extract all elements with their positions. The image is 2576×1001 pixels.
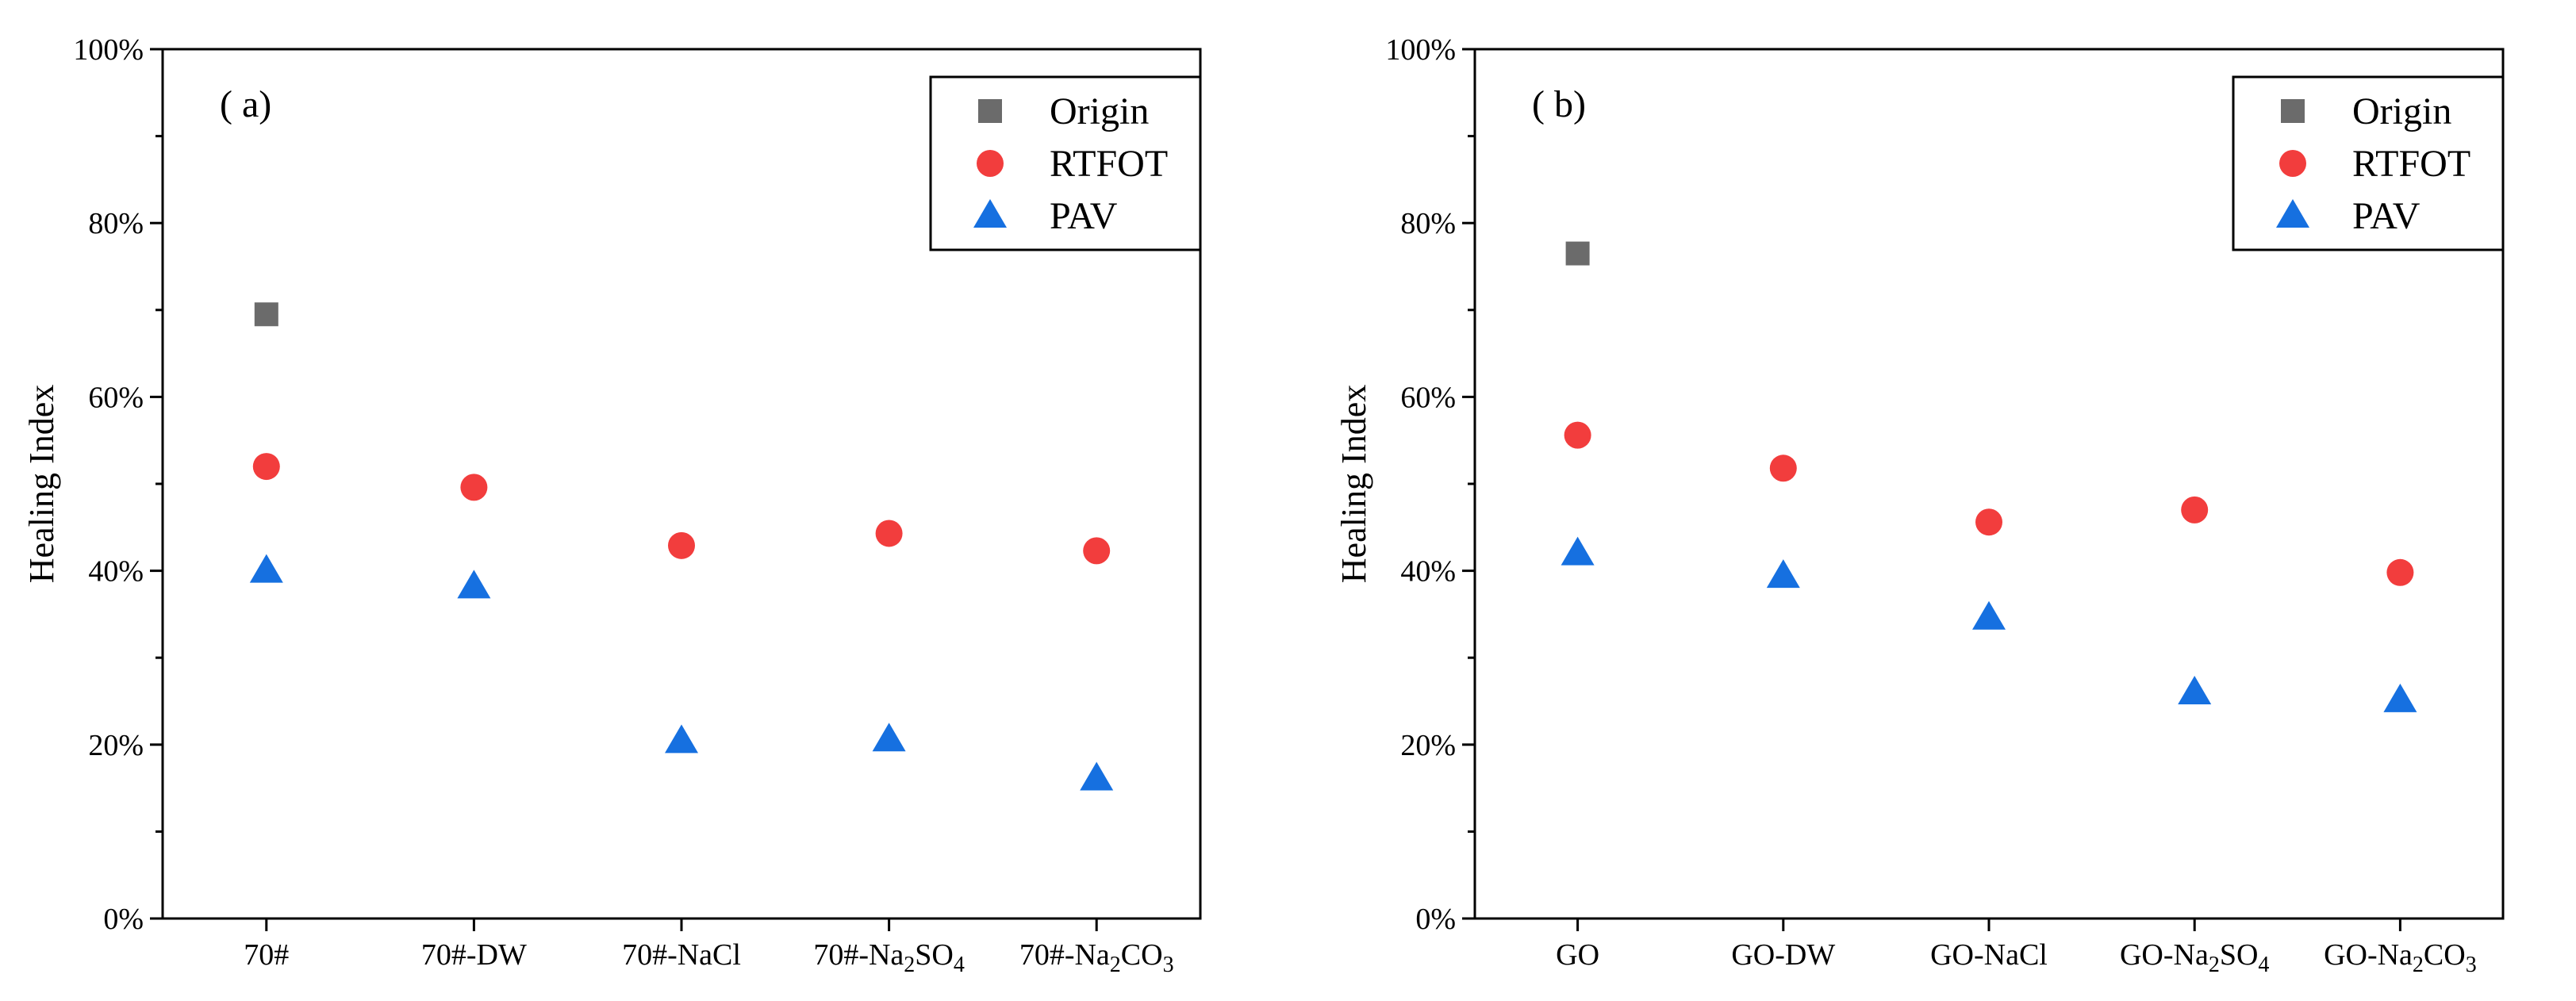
point-pav bbox=[249, 554, 283, 583]
point-rtfot bbox=[2386, 558, 2414, 586]
legend-label-pav: PAV bbox=[2352, 195, 2421, 237]
legend-label-origin: Origin bbox=[2352, 90, 2451, 132]
y-tick-label: 0% bbox=[103, 903, 144, 936]
panel-label: ( b) bbox=[1532, 83, 1586, 125]
x-tick-label: 70#-Na2SO4 bbox=[813, 938, 965, 977]
x-tick-label: 70#-DW bbox=[421, 938, 527, 972]
legend: Origin RTFOT PAV bbox=[2232, 75, 2505, 251]
legend-label-rtfot: RTFOT bbox=[2352, 143, 2470, 185]
y-tick-label: 60% bbox=[88, 381, 144, 414]
point-pav bbox=[2383, 683, 2417, 712]
legend: Origin RTFOT PAV bbox=[929, 75, 1202, 251]
y-axis-title: Healing Index bbox=[1334, 385, 1373, 583]
y-tick-label: 100% bbox=[73, 33, 144, 67]
legend-marker-origin bbox=[2281, 99, 2305, 123]
legend-box bbox=[929, 75, 1202, 251]
point-origin bbox=[254, 302, 278, 327]
y-tick-label: 40% bbox=[1400, 555, 1456, 589]
y-tick-label: 80% bbox=[1400, 207, 1456, 240]
x-tick-label: GO-DW bbox=[1731, 938, 1835, 972]
point-pav bbox=[1561, 536, 1595, 566]
legend-label-rtfot: RTFOT bbox=[1050, 143, 1168, 185]
y-tick-label: 80% bbox=[88, 207, 144, 240]
point-rtfot bbox=[668, 531, 695, 559]
point-rtfot bbox=[1083, 537, 1111, 565]
legend-marker-rtfot bbox=[2279, 150, 2306, 177]
point-pav bbox=[457, 570, 491, 599]
legend-label-pav: PAV bbox=[1050, 195, 1118, 237]
x-tick-label: GO-Na2SO4 bbox=[2120, 938, 2269, 977]
chart-panel-a: 0% 20% 40% 60% 80% 100% 70# 70#-DW 70#-NaCl 70#-N… bbox=[22, 33, 1202, 977]
point-pav bbox=[2178, 676, 2212, 705]
point-rtfot bbox=[1975, 508, 2002, 536]
y-tick-label: 40% bbox=[88, 555, 144, 589]
y-axis-title: Healing Index bbox=[22, 385, 61, 583]
point-rtfot bbox=[875, 520, 903, 547]
y-tick-label: 60% bbox=[1400, 381, 1456, 414]
y-tick-label: 20% bbox=[88, 729, 144, 762]
point-rtfot bbox=[1564, 421, 1591, 449]
legend-box bbox=[2232, 75, 2505, 251]
point-rtfot bbox=[460, 474, 488, 501]
point-pav bbox=[872, 723, 906, 752]
point-origin bbox=[1565, 241, 1590, 266]
legend-marker-pav bbox=[973, 199, 1007, 228]
x-tick-label: 70# bbox=[244, 938, 289, 972]
x-tick-label: GO bbox=[1556, 938, 1599, 972]
panel-label: ( a) bbox=[220, 83, 271, 125]
point-pav bbox=[1766, 559, 1800, 589]
point-rtfot bbox=[2181, 496, 2209, 524]
point-pav bbox=[665, 724, 698, 754]
point-pav bbox=[1972, 600, 2006, 630]
x-tick-label: 70#-NaCl bbox=[622, 938, 741, 972]
x-tick-label: GO-NaCl bbox=[1930, 938, 2048, 972]
point-pav bbox=[1080, 761, 1114, 791]
legend-marker-rtfot bbox=[977, 150, 1004, 177]
chart-panel-b: 0% 20% 40% 60% 80% 100% GO GO-DW GO-NaCl GO-Na2SO… bbox=[1334, 33, 2505, 977]
x-tick-label: GO-Na2CO3 bbox=[2324, 938, 2477, 977]
point-rtfot bbox=[252, 453, 280, 481]
y-tick-label: 0% bbox=[1415, 903, 1456, 936]
x-tick-label: 70#-Na2CO3 bbox=[1019, 938, 1174, 977]
y-tick-label: 20% bbox=[1400, 729, 1456, 762]
y-tick-label: 100% bbox=[1385, 33, 1456, 67]
legend-marker-origin bbox=[978, 99, 1002, 123]
legend-marker-pav bbox=[2276, 199, 2309, 228]
legend-label-origin: Origin bbox=[1050, 90, 1149, 132]
point-rtfot bbox=[1769, 454, 1797, 482]
